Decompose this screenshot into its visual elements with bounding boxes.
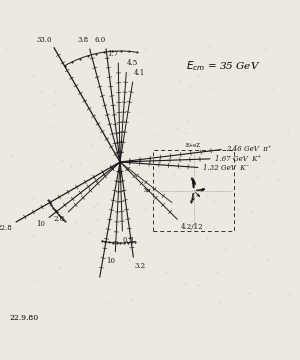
Text: 10: 10 — [106, 257, 115, 265]
Text: 3.2: 3.2 — [134, 262, 145, 270]
Text: $E_{cm}$ = 35 GeV: $E_{cm}$ = 35 GeV — [186, 59, 260, 73]
Bar — [153, 150, 234, 231]
Text: E+eZ: E+eZ — [186, 143, 201, 148]
Text: 1.7: 1.7 — [107, 50, 118, 58]
Text: 4.2/12: 4.2/12 — [181, 223, 203, 231]
Text: 4.5: 4.5 — [127, 59, 138, 67]
Text: 4.1: 4.1 — [134, 69, 145, 77]
Text: 6.0: 6.0 — [94, 36, 106, 44]
Text: 2.8: 2.8 — [53, 215, 65, 223]
Text: 10: 10 — [36, 220, 45, 228]
Text: 3.8: 3.8 — [77, 36, 88, 44]
Text: 22.9.80: 22.9.80 — [9, 315, 38, 323]
Text: 2.46 GeV  π⁺: 2.46 GeV π⁺ — [226, 145, 272, 153]
Text: 22.8: 22.8 — [0, 224, 12, 233]
Text: Xo: Xo — [144, 188, 151, 193]
Text: 0.9: 0.9 — [123, 236, 134, 244]
Text: 33.0: 33.0 — [36, 36, 52, 44]
Text: 1.67 GeV  K⁺: 1.67 GeV K⁺ — [215, 155, 261, 163]
Text: 1.32 GeV  K⁻: 1.32 GeV K⁻ — [202, 164, 249, 172]
